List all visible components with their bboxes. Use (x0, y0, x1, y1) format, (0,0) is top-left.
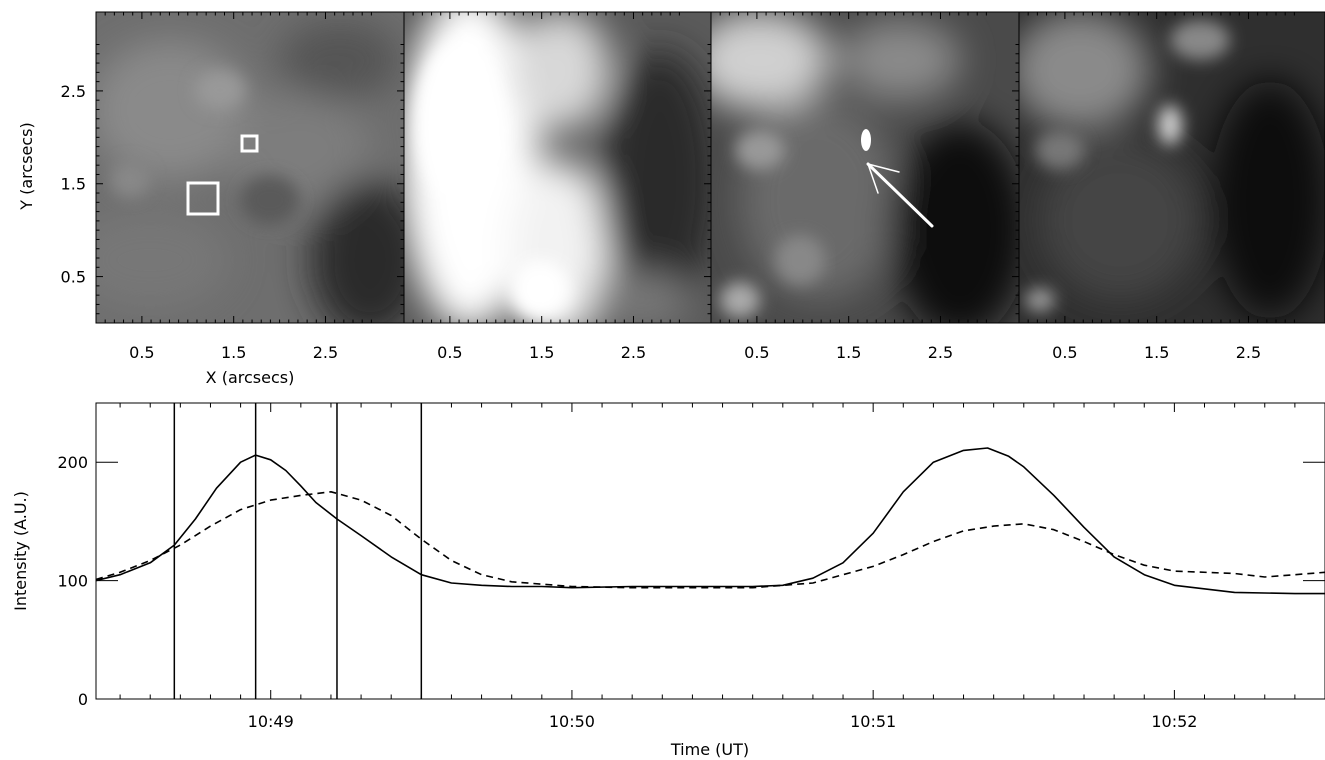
plot-y-tick-labels: 0 100 200 (57, 453, 88, 709)
image-panel-ticks (95, 12, 1295, 324)
image-panel-3-arrow (866, 162, 934, 228)
image-panel-1 (96, 12, 404, 323)
plot-x-axis-title: Time (UT) (670, 740, 749, 759)
x-tick-label: 1.5 (221, 343, 246, 362)
y-tick-label: 2.5 (61, 82, 86, 101)
x-tick-label: 2.5 (1236, 343, 1261, 362)
plot-series (96, 447, 1325, 595)
y-tick-label: 0.5 (61, 268, 86, 287)
image-panel-y-tick-labels: 0.5 1.5 2.5 (61, 82, 86, 287)
series-line-solid (96, 447, 1325, 595)
y-tick-label: 0 (78, 690, 88, 709)
image-y-axis-title: Y (arcsecs) (17, 122, 36, 210)
plot-y-axis-title: Intensity (A.U.) (11, 491, 30, 611)
x-tick-label: 0.5 (1052, 343, 1077, 362)
image-panel-1-boxes (186, 134, 259, 216)
plot-ticks (96, 403, 1325, 700)
image-panel-3 (711, 12, 1019, 323)
plot-frame (95, 402, 1325, 700)
x-tick-label: 0.5 (129, 343, 154, 362)
small-box (240, 134, 259, 153)
x-tick-label: 10:50 (549, 712, 595, 731)
plot-vertical-markers (173, 403, 423, 699)
plot-x-tick-labels: 10:49 10:50 10:51 10:52 (248, 712, 1198, 731)
x-tick-label: 10:51 (850, 712, 896, 731)
x-tick-label: 1.5 (836, 343, 861, 362)
x-tick-label: 10:49 (248, 712, 294, 731)
y-tick-label: 1.5 (61, 175, 86, 194)
y-tick-label: 200 (57, 453, 88, 472)
image-x-axis-title: X (arcsecs) (206, 368, 295, 387)
y-tick-label: 100 (57, 572, 88, 591)
image-panel-x-tick-labels: 0.5 1.5 2.5 0.5 1.5 2.5 0.5 1.5 2.5 0.5 1.5 2.5 (129, 343, 1261, 362)
x-tick-label: 10:52 (1151, 712, 1197, 731)
image-panel-4 (1019, 12, 1325, 323)
series-line-dashed (96, 491, 1325, 589)
x-tick-label: 2.5 (928, 343, 953, 362)
x-tick-label: 1.5 (1144, 343, 1169, 362)
x-tick-label: 2.5 (313, 343, 338, 362)
x-tick-label: 2.5 (621, 343, 646, 362)
x-tick-label: 1.5 (529, 343, 554, 362)
image-panel-2 (404, 12, 711, 323)
large-box (186, 181, 220, 216)
x-tick-label: 0.5 (744, 343, 769, 362)
x-tick-label: 0.5 (437, 343, 462, 362)
